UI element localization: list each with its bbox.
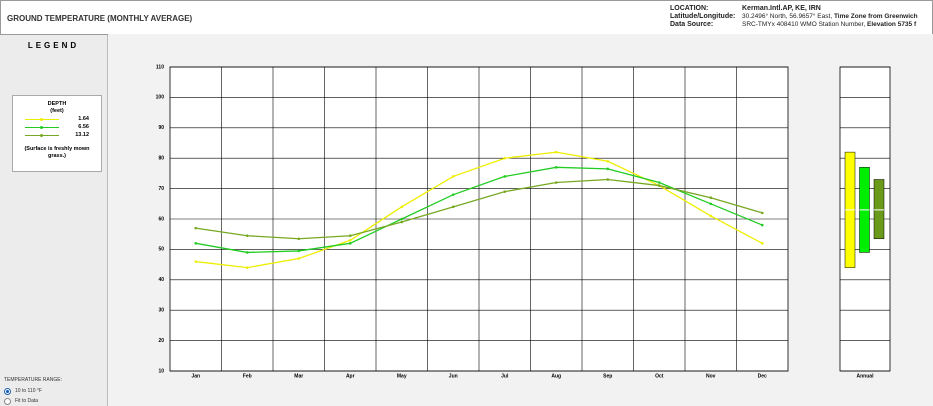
data-point xyxy=(606,178,609,181)
range-option[interactable]: Fit to Data xyxy=(4,396,42,406)
legend-label: 6.56 xyxy=(63,124,89,130)
range-options: 10 to 110 °F Fit to Data xyxy=(4,386,42,406)
data-point xyxy=(761,242,764,245)
header: GROUND TEMPERATURE (MONTHLY AVERAGE) LOC… xyxy=(0,0,933,35)
y-tick-label: 90 xyxy=(158,125,164,131)
radio-label: 10 to 110 °F xyxy=(15,388,42,394)
legend-dot xyxy=(40,126,43,129)
y-tick-label: 70 xyxy=(158,186,164,192)
x-tick-label: Oct xyxy=(655,373,664,379)
x-tick-label: Sep xyxy=(603,373,612,379)
source-line: SRC-TMYx 408410 WMO Station Number, Elev… xyxy=(742,21,918,29)
legend-label: 1.64 xyxy=(63,116,89,122)
data-point xyxy=(400,206,403,209)
y-tick-label: 100 xyxy=(156,95,165,101)
y-tick-label: 40 xyxy=(158,277,164,283)
chart: 10 20 30 40 50 60 70 80 90 100 110 Jan Feb Mar Apr May J… xyxy=(108,34,933,406)
data-point xyxy=(297,257,300,260)
data-point xyxy=(709,196,712,199)
radio-button[interactable] xyxy=(4,398,11,405)
x-tick-label: Jul xyxy=(501,373,509,379)
legend-entry: 6.56 xyxy=(13,124,101,131)
data-point xyxy=(349,234,352,237)
data-point xyxy=(658,184,661,187)
data-point xyxy=(709,203,712,206)
y-tick-label: 110 xyxy=(156,64,164,70)
y-tick-label: 20 xyxy=(158,338,164,344)
radio-label: Fit to Data xyxy=(15,398,38,404)
data-point xyxy=(761,212,764,215)
latlon-line: 30.2496° North, 56.9657° East, Time Zone… xyxy=(742,13,918,21)
data-point xyxy=(606,168,609,171)
data-point xyxy=(452,206,455,209)
x-tick-label: Jan xyxy=(191,373,200,379)
x-tick-label: Apr xyxy=(346,373,355,379)
data-point xyxy=(503,175,506,178)
legend-dot xyxy=(40,134,43,137)
x-tick-label: May xyxy=(397,373,407,379)
legend-note: (Surface is freshly mown grass.) xyxy=(17,146,97,160)
range-label: TEMPERATURE RANGE: xyxy=(4,377,62,383)
x-tick-label: Jun xyxy=(449,373,458,379)
data-point xyxy=(555,151,558,154)
data-point xyxy=(194,260,197,263)
depth-unit: (feet) xyxy=(13,108,101,114)
timezone: Time Zone from Greenwich xyxy=(834,13,918,20)
sidebar: LEGEND DEPTH (feet) (Surface is freshly … xyxy=(0,35,108,406)
legend-label: 13.12 xyxy=(63,132,89,138)
y-tick-label: 10 xyxy=(158,368,164,374)
elevation: Elevation 5735 f xyxy=(867,21,916,28)
page-title: GROUND TEMPERATURE (MONTHLY AVERAGE) xyxy=(7,14,192,23)
data-point xyxy=(658,181,661,184)
depth-title: DEPTH xyxy=(13,101,101,107)
source: SRC-TMYx 408410 WMO Station Number, xyxy=(742,21,865,28)
legend-dot xyxy=(40,118,43,121)
x-tick-label: Nov xyxy=(706,373,716,379)
data-point xyxy=(246,266,249,269)
radio-button[interactable] xyxy=(4,388,11,395)
data-point xyxy=(555,181,558,184)
header-values: Kerman.Intl.AP, KE, IRN 30.2496° North, … xyxy=(742,5,918,29)
data-point xyxy=(452,175,455,178)
page: GROUND TEMPERATURE (MONTHLY AVERAGE) LOC… xyxy=(0,0,933,406)
annual-range xyxy=(874,179,884,238)
data-point xyxy=(349,242,352,245)
data-point xyxy=(349,239,352,242)
data-point xyxy=(761,224,764,227)
x-tick-label: Aug xyxy=(551,373,561,379)
y-tick-label: 60 xyxy=(158,216,164,222)
data-point xyxy=(452,193,455,196)
source-label: Data Source: xyxy=(670,21,735,29)
data-point xyxy=(555,166,558,169)
location: Kerman.Intl.AP, KE, IRN xyxy=(742,5,918,13)
data-point xyxy=(503,190,506,193)
data-point xyxy=(503,157,506,160)
data-point xyxy=(297,237,300,240)
data-point xyxy=(194,242,197,245)
data-point xyxy=(709,215,712,218)
legend-title: LEGEND xyxy=(0,41,107,50)
legend-entry: 13.12 xyxy=(13,132,101,139)
latlon: 30.2496° North, 56.9657° East, xyxy=(742,13,832,20)
x-tick-label: Feb xyxy=(243,373,252,379)
range-option[interactable]: 10 to 110 °F xyxy=(4,386,42,396)
data-point xyxy=(297,250,300,253)
latlon-label: Latitude/Longitude: xyxy=(670,13,735,21)
data-point xyxy=(194,227,197,230)
y-tick-label: 50 xyxy=(158,247,164,253)
legend-entry: 1.64 xyxy=(13,116,101,123)
x-tick-label: Dec xyxy=(758,373,767,379)
data-point xyxy=(246,251,249,254)
data-point xyxy=(606,160,609,163)
data-point xyxy=(400,221,403,224)
data-point xyxy=(400,218,403,221)
y-tick-label: 30 xyxy=(158,308,164,314)
annual-label: Annual xyxy=(857,373,875,379)
y-tick-label: 80 xyxy=(158,156,164,162)
x-tick-label: Mar xyxy=(294,373,303,379)
legend-box: DEPTH (feet) (Surface is freshly mown gr… xyxy=(12,95,102,172)
data-point xyxy=(246,234,249,237)
header-labels: LOCATION: Latitude/Longitude: Data Sourc… xyxy=(670,5,735,29)
location-label: LOCATION: xyxy=(670,5,735,13)
